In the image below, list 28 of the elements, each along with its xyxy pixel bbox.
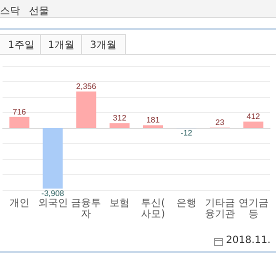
x-tick-label: 개인 (9, 198, 30, 209)
text: 2018.11. (226, 235, 271, 246)
x-tick-label: 투신(사모) (141, 198, 166, 220)
text: 스닥 (0, 5, 20, 18)
data-label: -12 (180, 128, 193, 138)
text: 1개월 (48, 39, 74, 52)
data-label: 2,356 (76, 82, 97, 91)
text: 3개월 (90, 39, 116, 52)
data-label: 181 (146, 116, 160, 125)
bar (42, 128, 63, 189)
x-tick-label: 보험 (110, 198, 130, 209)
data-label: 716 (12, 107, 27, 116)
text: 선물 (29, 5, 49, 18)
data-label: 412 (246, 112, 261, 122)
x-tick-label: 은행 (176, 198, 196, 209)
x-tick-label: 연기금등 (238, 198, 268, 220)
data-label: 23 (215, 118, 225, 128)
x-tick-label: 금융투자 (71, 198, 102, 220)
data-label: 312 (112, 114, 127, 123)
x-tick-label: 외국인 (38, 198, 68, 209)
bar (243, 122, 264, 128)
text: 1주일 (8, 39, 34, 52)
x-tick-label: 기타금융기관 (204, 198, 235, 220)
bar (9, 116, 30, 128)
bar (143, 125, 164, 128)
data-label: -3,908 (41, 189, 65, 198)
bar (76, 91, 96, 128)
bar (110, 123, 130, 128)
